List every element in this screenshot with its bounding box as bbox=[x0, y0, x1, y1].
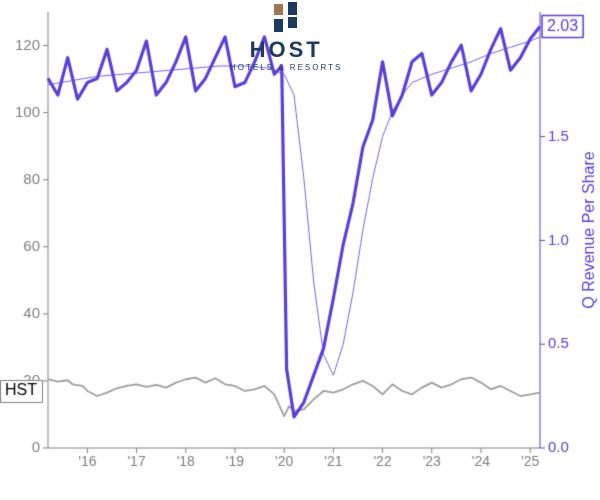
revenue-chart bbox=[0, 0, 600, 500]
